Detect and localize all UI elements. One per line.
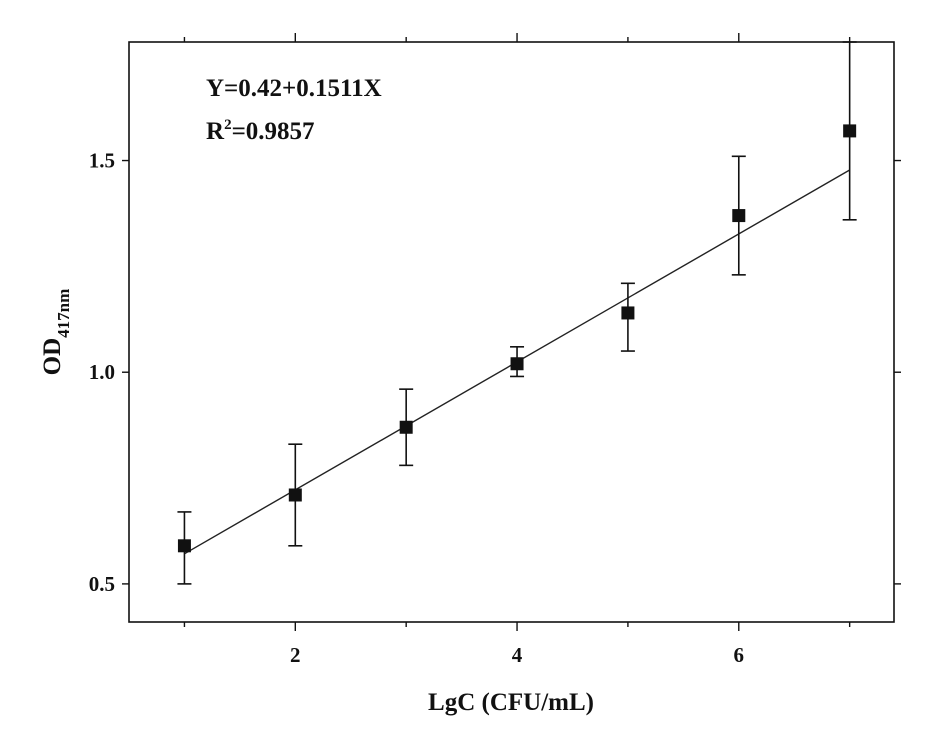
y-tick-label: 1.5 xyxy=(89,149,115,173)
data-point xyxy=(400,421,413,434)
y-tick-label: 1.0 xyxy=(89,360,115,384)
y-axis-title-main: OD xyxy=(39,338,66,376)
data-point xyxy=(621,306,634,319)
y-axis-ticks: 0.5 1.0 1.5 xyxy=(89,149,901,596)
data-point xyxy=(732,209,745,222)
y-tick-label: 0.5 xyxy=(89,572,115,596)
data-markers xyxy=(178,124,856,552)
r2-value: =0.9857 xyxy=(232,118,315,145)
equation-annotation: Y=0.42+0.1511X xyxy=(206,75,382,102)
x-tick-label: 6 xyxy=(734,643,745,667)
y-axis-title-subscript: 417nm xyxy=(54,289,73,338)
r2-prefix: R xyxy=(206,118,225,145)
data-point xyxy=(289,488,302,501)
r2-superscript: 2 xyxy=(224,117,232,133)
data-point xyxy=(843,124,856,137)
y-axis-title: OD417nm xyxy=(39,289,73,376)
x-tick-label: 2 xyxy=(290,643,301,667)
x-tick-label: 4 xyxy=(512,643,523,667)
data-point xyxy=(178,539,191,552)
x-axis-title: LgC (CFU/mL) xyxy=(428,689,594,716)
data-point xyxy=(511,357,524,370)
r2-annotation: R2=0.9857 xyxy=(206,117,315,145)
